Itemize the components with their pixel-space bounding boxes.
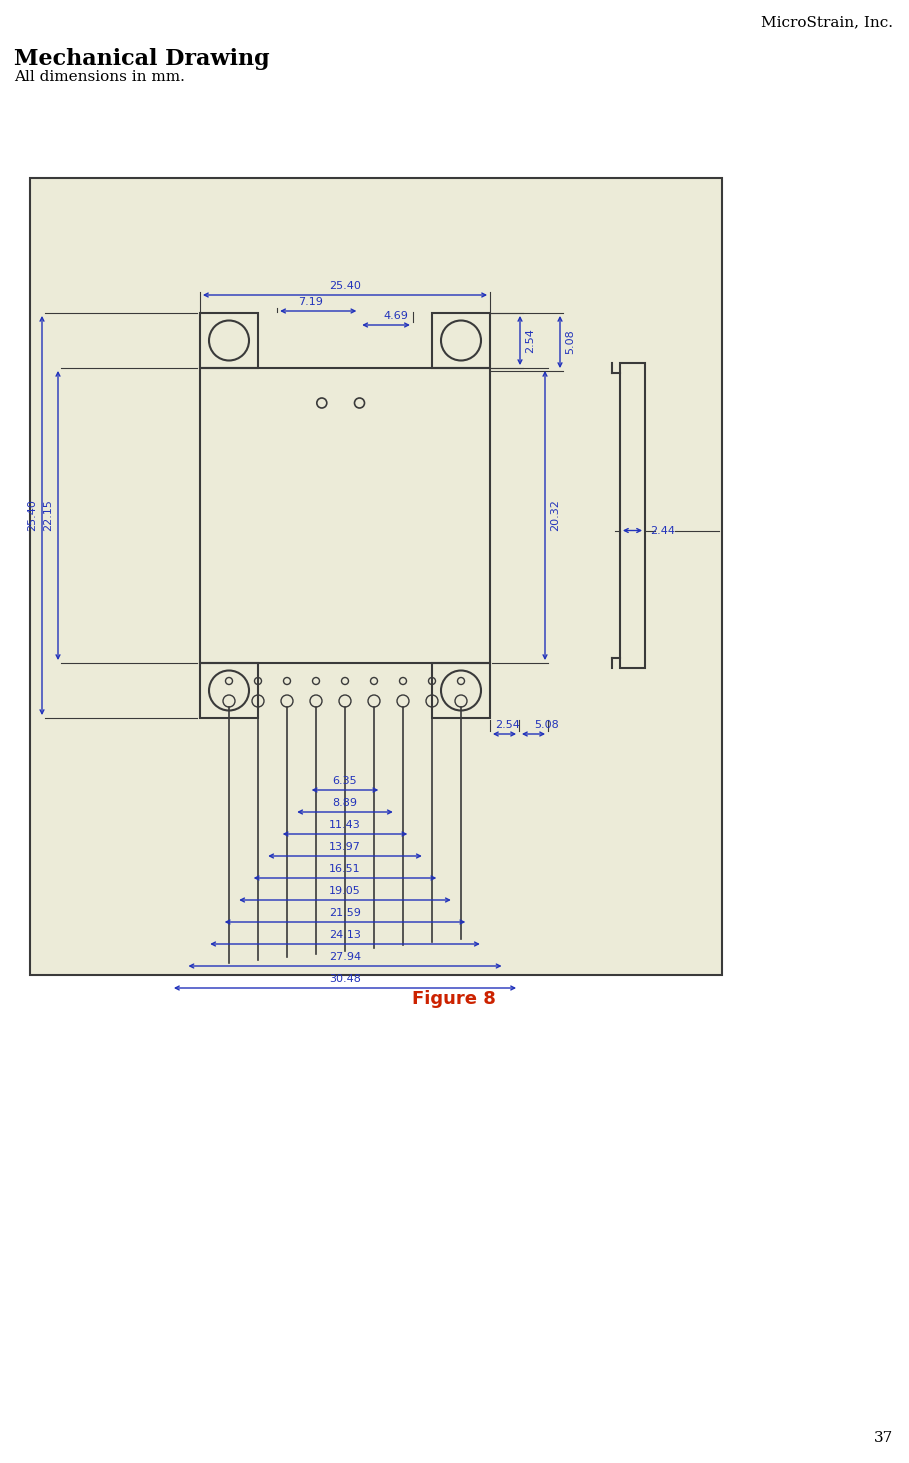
Text: MicroStrain, Inc.: MicroStrain, Inc. bbox=[761, 15, 893, 29]
Text: 5.08: 5.08 bbox=[565, 329, 575, 354]
Text: 25.40: 25.40 bbox=[27, 499, 37, 531]
Text: 13.97: 13.97 bbox=[329, 843, 361, 851]
Text: 20.32: 20.32 bbox=[550, 499, 560, 531]
Text: 16.51: 16.51 bbox=[329, 865, 361, 873]
Text: 24.13: 24.13 bbox=[329, 930, 361, 941]
Text: 2.54: 2.54 bbox=[495, 720, 520, 730]
Text: 2.44: 2.44 bbox=[650, 525, 675, 535]
Text: 22.15: 22.15 bbox=[43, 499, 53, 531]
Text: 37: 37 bbox=[874, 1431, 893, 1445]
Bar bbox=[620, 363, 645, 669]
Text: 8.89: 8.89 bbox=[333, 797, 357, 808]
Text: 30.48: 30.48 bbox=[329, 974, 361, 985]
Bar bbox=[432, 313, 490, 369]
Text: 2.54: 2.54 bbox=[525, 328, 535, 353]
Text: 11.43: 11.43 bbox=[329, 819, 361, 830]
Text: 27.94: 27.94 bbox=[329, 952, 361, 963]
Text: 25.40: 25.40 bbox=[329, 281, 361, 291]
Bar bbox=[200, 369, 490, 663]
Text: 6.35: 6.35 bbox=[333, 775, 357, 786]
Text: 5.08: 5.08 bbox=[534, 720, 559, 730]
Bar bbox=[200, 313, 258, 369]
Text: 19.05: 19.05 bbox=[329, 887, 361, 895]
Text: 4.69: 4.69 bbox=[384, 312, 408, 320]
Text: 7.19: 7.19 bbox=[298, 297, 323, 307]
Text: Figure 8: Figure 8 bbox=[412, 990, 496, 1008]
Bar bbox=[432, 663, 490, 718]
Bar bbox=[200, 663, 258, 718]
Bar bbox=[30, 178, 722, 974]
Text: Mechanical Drawing: Mechanical Drawing bbox=[14, 48, 270, 70]
Text: 21.59: 21.59 bbox=[329, 909, 361, 917]
Text: All dimensions in mm.: All dimensions in mm. bbox=[14, 70, 185, 83]
